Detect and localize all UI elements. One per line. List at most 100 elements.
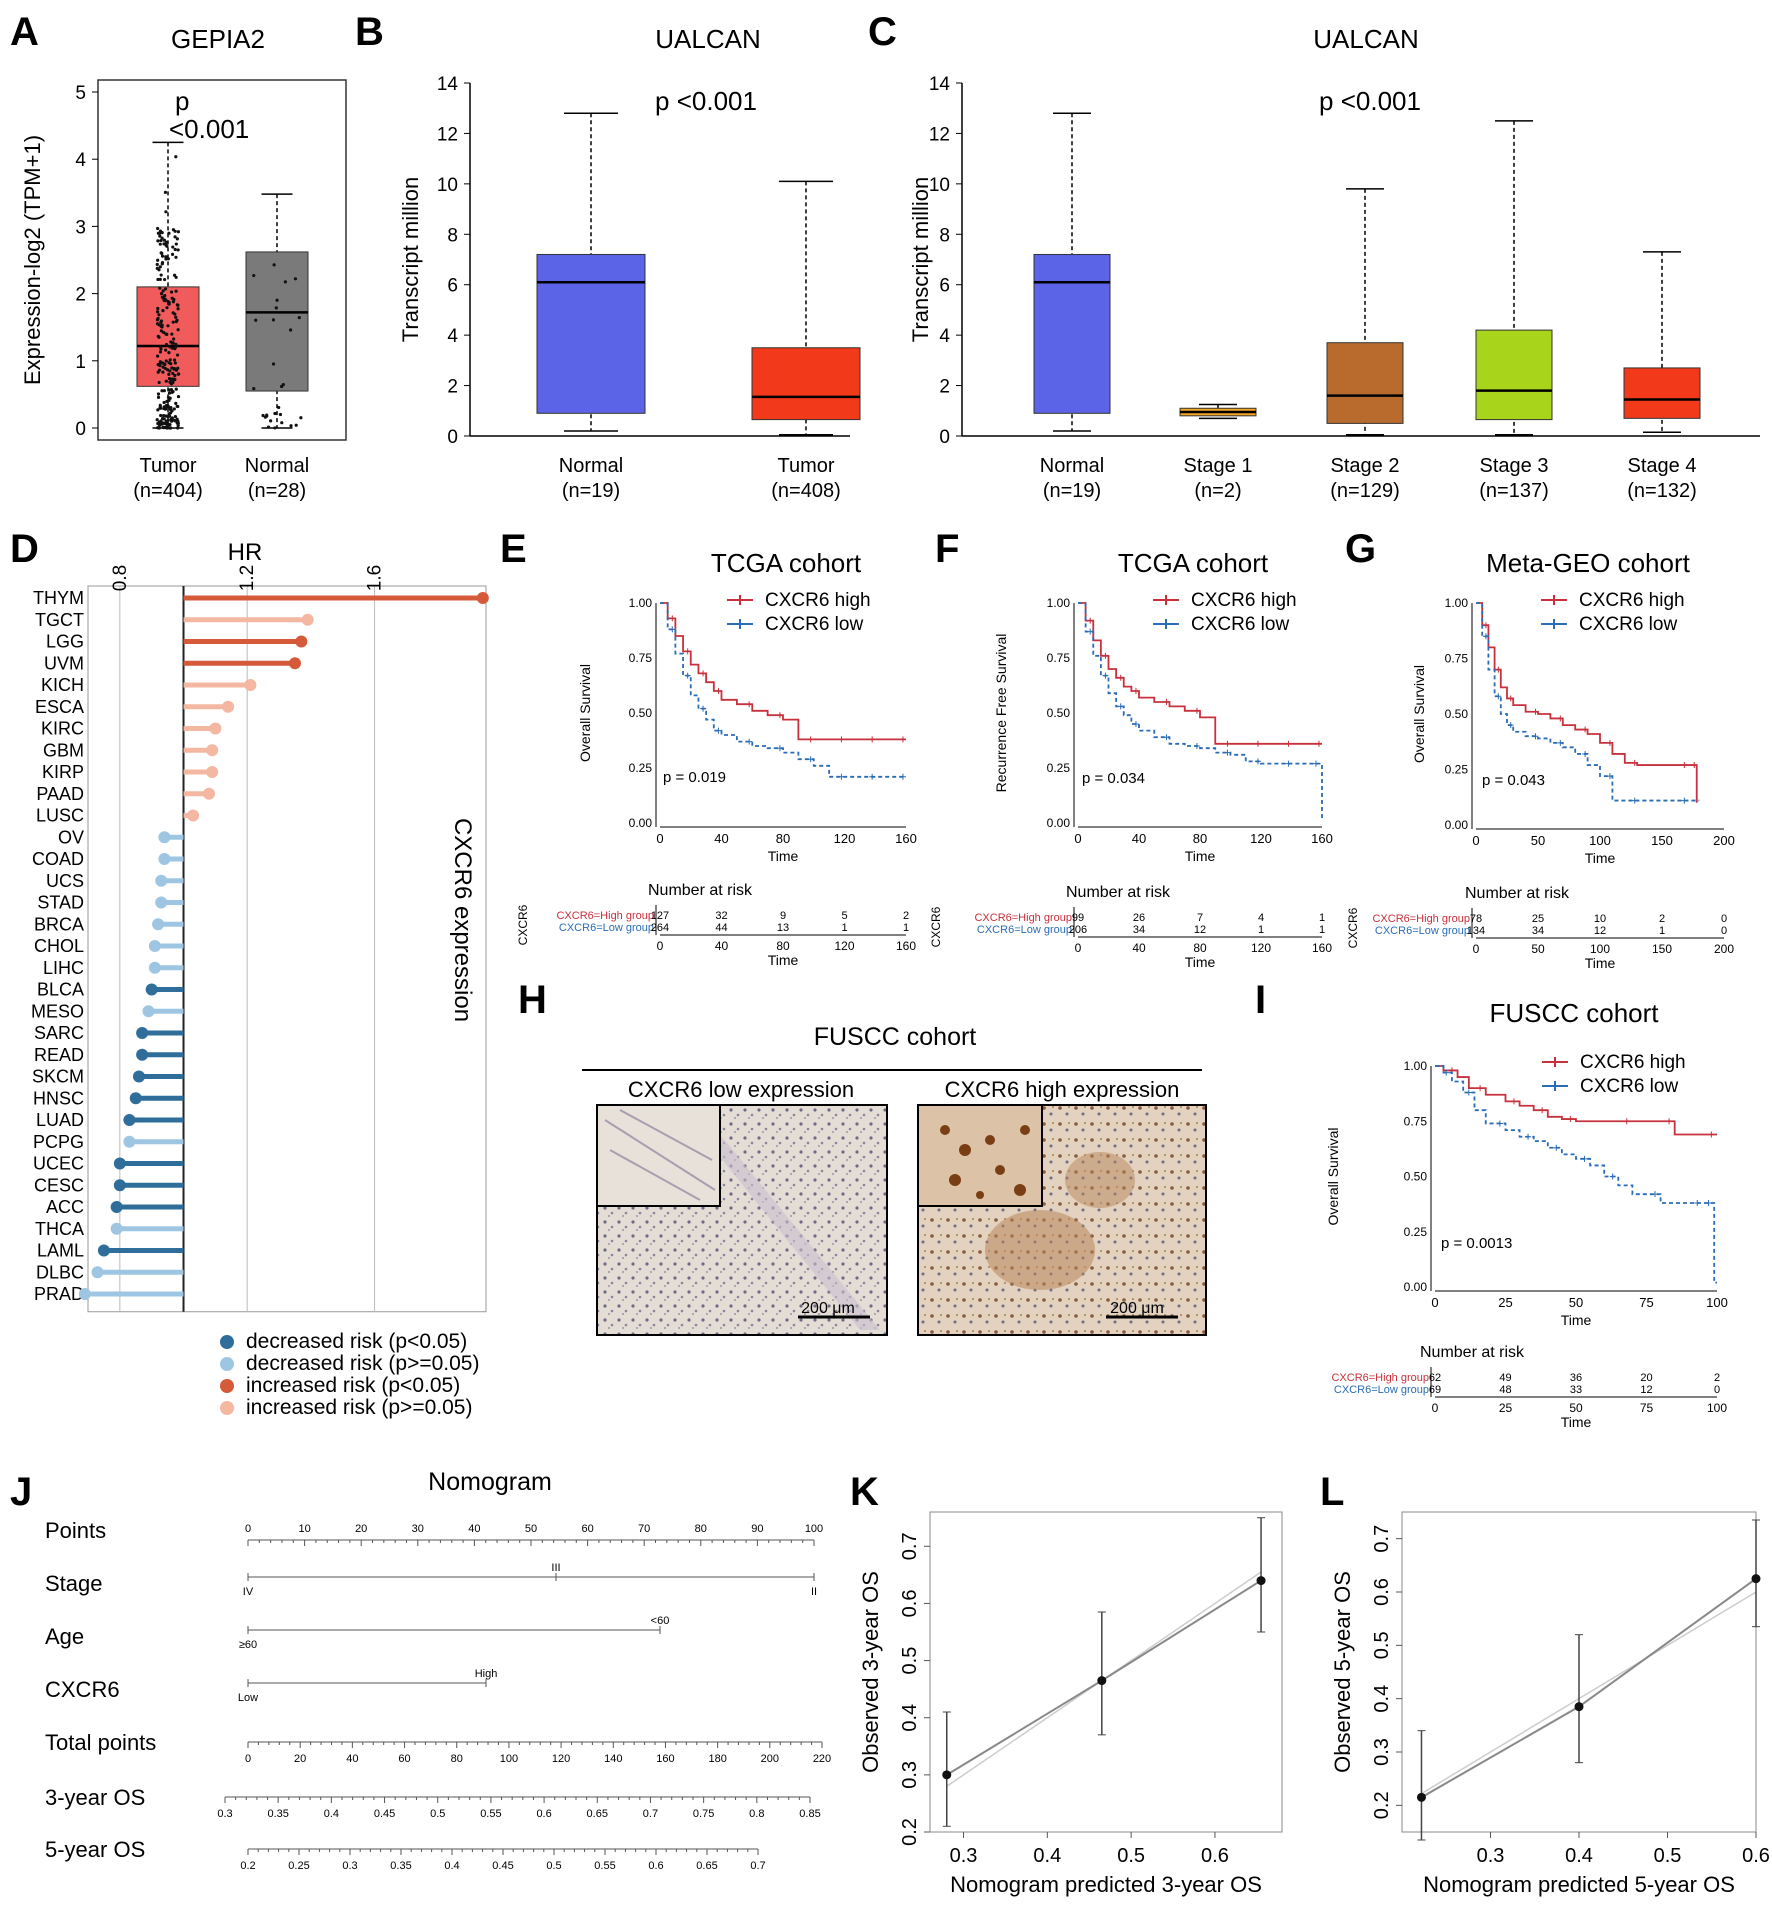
box-normal <box>536 253 646 414</box>
box-stage-3 <box>1475 329 1553 421</box>
nomogram-tick-label: 80 <box>451 1753 463 1765</box>
nomogram-tick-label: 0.35 <box>267 1808 288 1820</box>
y-tick-label: 4 <box>939 326 950 347</box>
calibration-point <box>1416 1792 1426 1802</box>
risk-table-title: Number at risk <box>1420 1344 1525 1361</box>
censor-mark <box>1510 1098 1517 1105</box>
panel-label-h: H <box>518 978 547 1022</box>
y-axis-label: Overall Survival <box>1325 1127 1341 1225</box>
chart-title: UALCAN <box>655 24 760 54</box>
lollipop-point <box>187 809 200 822</box>
lollipop-point <box>145 983 158 996</box>
jitter-point <box>175 318 179 322</box>
lollipop-point <box>123 1135 136 1148</box>
jitter-point <box>164 379 168 383</box>
scale-bar-high-label: 200 μm <box>1110 1300 1164 1317</box>
y-tick-label: 0.00 <box>1047 816 1071 830</box>
category-label: UCEC <box>33 1154 84 1174</box>
jitter-point <box>170 366 174 370</box>
jitter-point <box>156 408 160 412</box>
y-tick-label: 0 <box>447 427 458 448</box>
category-label: CHOL <box>34 936 84 956</box>
jitter-point <box>164 414 168 418</box>
risk-count: 5 <box>841 910 847 922</box>
lollipop-point <box>202 787 215 800</box>
jitter-point <box>172 337 176 341</box>
ihc-low-stroma <box>690 1110 880 1330</box>
risk-x-tick: 200 <box>1714 942 1734 956</box>
jitter-point <box>277 405 281 410</box>
censor-mark <box>1285 760 1292 767</box>
x-category-n: (n=19) <box>1043 480 1101 502</box>
risk-count: 26 <box>1133 912 1145 924</box>
jitter-point <box>176 230 181 234</box>
nomogram-tick-label: <60 <box>651 1615 670 1627</box>
risk-count: 206 <box>1069 924 1087 936</box>
jitter-point <box>164 348 168 352</box>
censor-mark <box>1117 674 1124 681</box>
jitter-point <box>266 425 271 429</box>
x-axis-label: Time <box>1185 848 1216 864</box>
jitter-point <box>161 425 165 430</box>
risk-row-label: CXCR6=High group <box>1331 1372 1429 1384</box>
jitter-point <box>168 358 172 362</box>
censor-mark <box>1312 760 1319 767</box>
ihc-high-tumor-nest-2 <box>1065 1152 1135 1208</box>
jitter-point <box>169 388 174 392</box>
x-category-n: (n=408) <box>771 480 841 502</box>
category-label: SARC <box>34 1023 84 1043</box>
jitter-point <box>156 392 161 396</box>
y-tick-label: 0.50 <box>629 706 653 720</box>
y-tick-label: 0.5 <box>899 1647 921 1675</box>
nomogram-tick-label: 0.6 <box>648 1860 663 1872</box>
x-tick-label: 40 <box>714 831 728 846</box>
jitter-point <box>158 286 162 290</box>
y-axis-label: Transcript million <box>908 177 933 342</box>
jitter-point <box>157 368 162 372</box>
jitter-point <box>162 238 166 242</box>
censor-mark <box>1553 1144 1560 1151</box>
risk-x-tick: 50 <box>1531 942 1545 956</box>
lollipop-point <box>113 1179 126 1192</box>
jitter-point <box>171 380 175 385</box>
y-tick-label: 14 <box>929 74 951 95</box>
panel-h-low-caption: CXCR6 low expression <box>628 1077 854 1102</box>
category-label: THYM <box>33 588 84 608</box>
risk-x-tick: 0 <box>1075 941 1082 955</box>
jitter-points-1 <box>252 263 303 430</box>
jitter-point <box>165 244 169 248</box>
lollipop-point <box>158 853 171 865</box>
jitter-point <box>163 277 167 282</box>
category-label: UCS <box>46 871 84 891</box>
lollipop-point <box>136 1027 149 1039</box>
nomogram-tick-label: 0.2 <box>240 1860 255 1872</box>
censor-mark <box>1495 693 1502 700</box>
y-tick-label: 0.7 <box>1371 1525 1393 1553</box>
calibration-point <box>942 1770 952 1780</box>
x-tick-label: 100 <box>1589 833 1611 848</box>
jitter-point <box>174 315 178 319</box>
lollipop-point <box>136 1048 149 1061</box>
jitter-point <box>156 226 160 231</box>
risk-row-label: CXCR6=High group <box>1372 913 1470 925</box>
risk-table-title: Number at risk <box>1465 885 1570 902</box>
jitter-point <box>158 265 162 269</box>
censor-mark <box>838 773 845 780</box>
risk-x-tick: 100 <box>1590 942 1610 956</box>
risk-row-label: CXCR6=Low group <box>977 924 1072 936</box>
jitter-point <box>156 277 160 282</box>
nomogram-tick-label: IV <box>243 1586 254 1598</box>
x-category-label: Stage 4 <box>1628 455 1697 477</box>
jitter-point <box>289 424 293 428</box>
x-tick-label: 0.5 <box>1117 1845 1145 1867</box>
x-tick-label: 0 <box>1472 833 1479 848</box>
jitter-point <box>175 237 179 241</box>
jitter-point <box>169 290 174 294</box>
category-label: PAAD <box>36 784 84 804</box>
nomogram-tick-label: 0.65 <box>696 1860 717 1872</box>
chart-title: TCGA cohort <box>711 548 862 578</box>
x-tick-label: 0.4 <box>1033 1845 1061 1867</box>
censor-mark <box>838 736 845 743</box>
risk-count: 0 <box>1714 1384 1720 1396</box>
lollipop-point <box>123 1114 136 1126</box>
